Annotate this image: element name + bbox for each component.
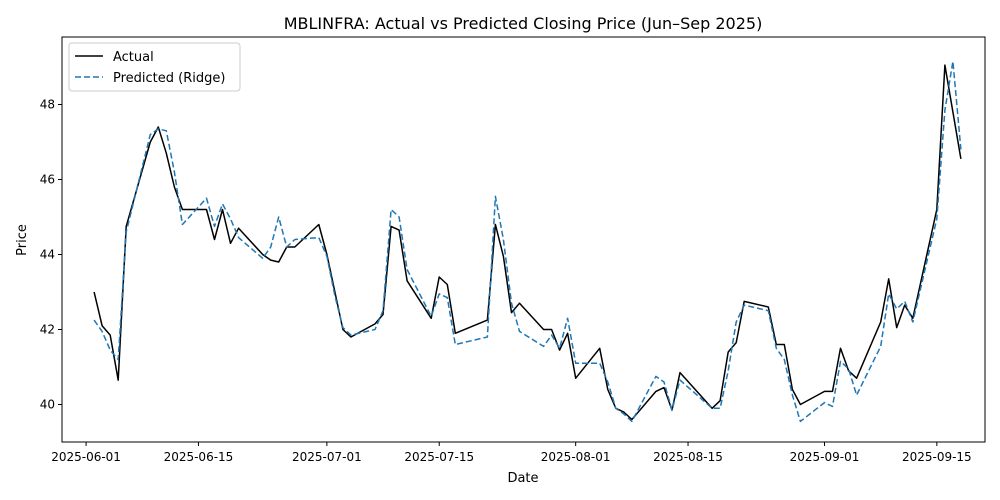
y-tick-label: 48 [40, 98, 55, 112]
y-tick-label: 44 [40, 248, 55, 262]
legend-label-actual: Actual [113, 50, 154, 65]
x-tick-label: 2025-06-01 [51, 450, 121, 464]
x-tick-label: 2025-07-01 [292, 450, 362, 464]
y-tick-label: 46 [40, 173, 55, 187]
series-line-actual [93, 64, 962, 421]
y-axis-label: Price [15, 224, 30, 256]
x-axis-ticks: 2025-06-01 2025-06-15 2025-07-01 2025-07-15… [51, 442, 972, 464]
y-tick-label: 42 [40, 323, 55, 337]
y-axis-ticks: 40 42 44 46 48 [40, 98, 62, 412]
x-tick-label: 2025-06-15 [164, 450, 234, 464]
legend-label-predicted: Predicted (Ridge) [113, 71, 225, 86]
legend-frame [68, 42, 241, 92]
x-tick-label: 2025-09-01 [790, 450, 860, 464]
legend: Actual Predicted (Ridge) [68, 42, 241, 92]
plot-area: 2025-06-01 2025-06-15 2025-07-01 2025-07-15… [40, 36, 986, 464]
chart-title: MBLINFRA: Actual vs Predicted Closing Pr… [284, 14, 763, 33]
x-tick-label: 2025-09-15 [902, 450, 972, 464]
x-tick-label: 2025-07-15 [404, 450, 474, 464]
y-tick-label: 40 [40, 398, 55, 412]
series-layer [93, 60, 962, 423]
x-tick-label: 2025-08-01 [541, 450, 611, 464]
plot-frame [61, 36, 986, 443]
x-tick-label: 2025-08-15 [653, 450, 723, 464]
x-axis-label: Date [507, 471, 538, 486]
series-line-predicted [93, 60, 962, 423]
